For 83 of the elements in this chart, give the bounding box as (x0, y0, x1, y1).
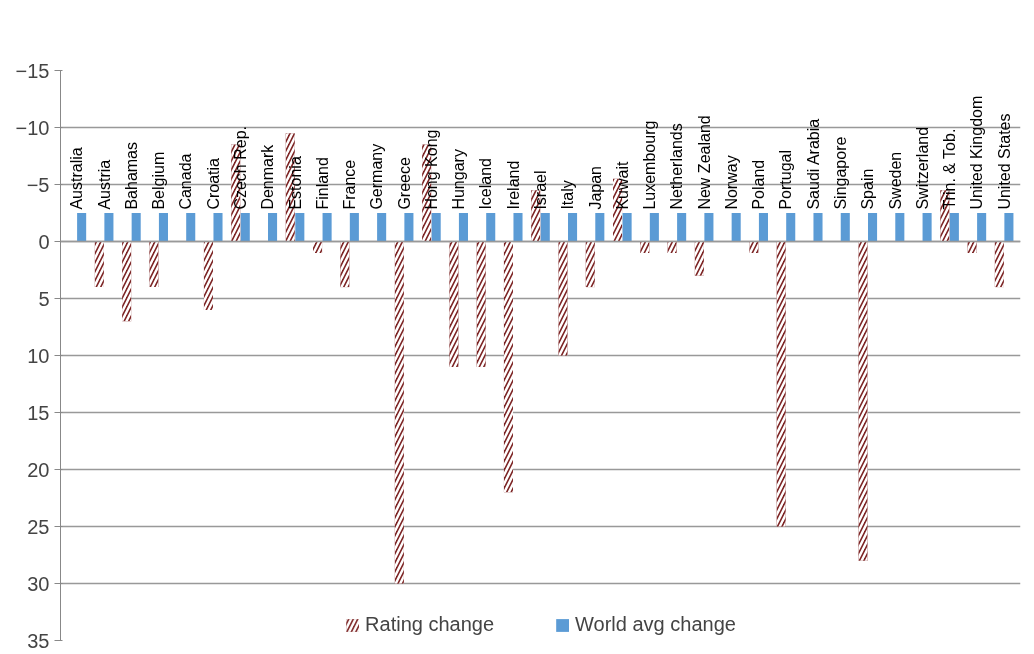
bar (513, 213, 523, 242)
x-tick-label: Greece (395, 157, 413, 210)
x-tick-label: Bahamas (122, 141, 140, 210)
x-tick-label: Kuwait (613, 161, 631, 210)
x-tick-label: Norway (722, 155, 740, 210)
bar (377, 213, 387, 242)
legend-label: World avg change (575, 613, 736, 636)
x-tick-label: New Zealand (695, 115, 713, 210)
bar (922, 213, 932, 242)
bar (622, 213, 632, 242)
bar (758, 213, 768, 242)
bar (486, 213, 496, 242)
y-tick-label: 15 (27, 401, 50, 424)
x-tick-label: Japan (586, 165, 604, 210)
y-tick-label: 10 (27, 344, 50, 367)
bar (295, 213, 305, 242)
bar (731, 213, 741, 242)
bar (349, 213, 359, 242)
x-tick-label: Finland (313, 157, 331, 210)
bar (131, 213, 141, 242)
x-tick-label: Singapore (832, 136, 849, 210)
x-tick-label: Germany (368, 143, 386, 210)
bar (540, 213, 550, 242)
bar (977, 213, 987, 242)
bar (595, 213, 605, 242)
x-tick-label: Hong Kong (422, 129, 440, 210)
x-tick-label: Switzerland (913, 126, 931, 210)
bar (949, 213, 959, 242)
x-tick-label: Portugal (777, 149, 795, 210)
y-tick-label: 5 (38, 287, 50, 310)
x-tick-label: Israel (532, 170, 549, 210)
x-tick-label: Hungary (450, 149, 468, 210)
x-tick-label: Spain (859, 168, 877, 210)
bar (77, 213, 87, 242)
x-tick-label: Czech Rep. (232, 125, 249, 210)
bar (268, 213, 278, 242)
bar (458, 213, 468, 242)
bar (840, 213, 850, 242)
x-tick-label: Estonia (286, 156, 304, 210)
bar (649, 213, 659, 242)
x-tick-label: Austria (95, 159, 113, 210)
x-tick-label: Iceland (477, 157, 495, 210)
bar (322, 213, 332, 242)
bar (786, 213, 796, 242)
bar (568, 213, 578, 242)
x-tick-label: Italy (559, 180, 577, 210)
bar (213, 213, 223, 242)
bar (1004, 213, 1014, 242)
bar (895, 213, 905, 242)
y-tick-label: 30 (27, 572, 50, 595)
bar (431, 213, 441, 242)
bar (186, 213, 196, 242)
x-tick-label: United Kingdom (968, 95, 986, 210)
y-tick-label: 25 (27, 515, 50, 538)
bar (240, 213, 250, 242)
x-tick-label: France (341, 159, 359, 210)
x-tick-label: Ireland (504, 160, 522, 210)
x-tick-label: Sweden (886, 151, 904, 210)
x-tick-label: Trin. & Tob. (941, 128, 959, 210)
x-tick-label: Saudi Arabia (804, 118, 822, 210)
x-tick-label: Denmark (259, 143, 277, 210)
y-tick-label: 35 (27, 629, 50, 652)
bar (404, 213, 414, 242)
bar (813, 213, 823, 242)
bar (677, 213, 687, 242)
y-tick-label: 0 (38, 230, 50, 253)
x-tick-label: Luxembourg (641, 120, 659, 210)
bar (704, 213, 714, 242)
bar (104, 213, 114, 242)
x-tick-label: Australia (68, 147, 86, 210)
legend-label: Rating change (365, 613, 495, 636)
bar (868, 213, 878, 242)
x-tick-label: Poland (750, 159, 768, 210)
x-tick-label: Croatia (204, 157, 222, 210)
y-tick-label: −5 (26, 173, 50, 196)
bar (158, 213, 168, 242)
x-tick-label: Canada (177, 153, 195, 210)
y-tick-label: −15 (15, 59, 50, 82)
x-tick-label: Belgium (150, 151, 168, 210)
x-tick-label: Netherlands (668, 123, 686, 210)
y-tick-label: −10 (15, 116, 50, 139)
y-tick-label: 20 (27, 458, 50, 481)
x-tick-label: United States (995, 113, 1013, 210)
